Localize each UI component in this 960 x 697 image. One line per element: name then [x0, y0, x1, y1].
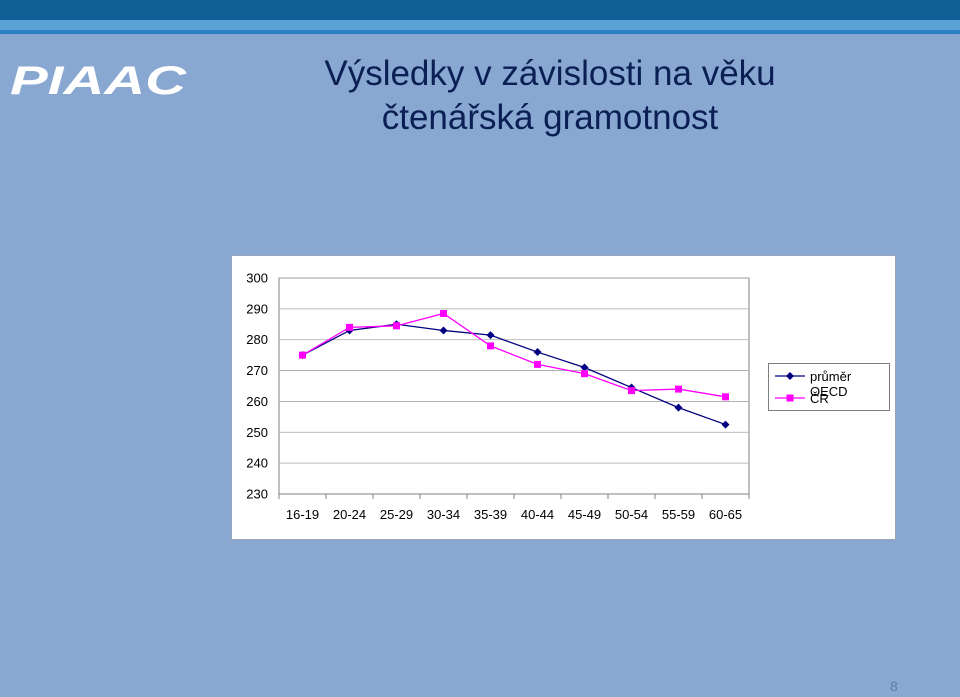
chart-legend: průměr OECD ČR	[768, 363, 890, 411]
point-s1-6	[581, 370, 588, 378]
point-s1-8	[675, 385, 682, 393]
slide-title: Výsledky v závislosti na věku čtenářská …	[250, 52, 850, 140]
point-s1-9	[722, 393, 729, 401]
series-line-1	[302, 312, 726, 398]
legend-label-cr: ČR	[810, 391, 829, 406]
x-tick-label-50-54: 50-54	[615, 507, 648, 522]
x-tick-label-55-59: 55-59	[662, 507, 695, 522]
x-tick-label-20-24: 20-24	[333, 507, 366, 522]
x-tick-label-45-49: 45-49	[568, 507, 601, 522]
title-line-2: čtenářská gramotnost	[381, 98, 719, 137]
logo-text: PIAAC	[10, 62, 188, 98]
legend-item-oecd: průměr OECD	[775, 367, 887, 399]
point-s1-5	[534, 360, 541, 368]
title-line-1: Výsledky v závislosti na věku	[324, 54, 776, 93]
top-banner	[0, 0, 960, 20]
point-s0-3	[439, 326, 448, 335]
x-tick-label-30-34: 30-34	[427, 507, 460, 522]
y-tick-label-280: 280	[246, 332, 268, 347]
legend-label-oecd: průměr OECD	[810, 369, 852, 399]
y-tick-label-290: 290	[246, 301, 268, 316]
page-number: 8	[890, 678, 898, 694]
point-s1-0	[299, 351, 306, 359]
line-chart: 230 240 250 260 270 280 290 300 16-19 20-24 25-29 3…	[246, 271, 750, 522]
y-tick-label-240: 240	[246, 456, 268, 471]
piaac-logo: PIAAC	[10, 62, 188, 98]
point-s1-1	[346, 323, 353, 331]
series-line-0	[302, 323, 726, 426]
top-stripe-dark	[0, 30, 960, 34]
x-tick-label-40-44: 40-44	[521, 507, 554, 522]
y-tick-label-260: 260	[246, 394, 268, 409]
x-tick-label-60-65: 60-65	[709, 507, 742, 522]
x-tick-label-25-29: 25-29	[380, 507, 413, 522]
plot-frame	[278, 277, 750, 495]
x-tick-label-35-39: 35-39	[474, 507, 507, 522]
legend-item-cr: ČR	[775, 389, 887, 407]
top-stripe	[0, 20, 960, 30]
point-s1-4	[487, 342, 494, 350]
point-s0-8	[674, 403, 683, 412]
y-tick-label-270: 270	[246, 363, 268, 378]
point-s0-6	[580, 363, 589, 372]
point-s0-4	[486, 331, 495, 340]
point-s0-9	[721, 420, 730, 429]
point-s0-5	[533, 348, 542, 357]
point-s1-7	[628, 387, 635, 395]
y-tick-label-230: 230	[246, 487, 268, 502]
legend-line-diamond-icon	[775, 372, 805, 380]
y-tick-label-300: 300	[246, 271, 268, 286]
point-s1-3	[440, 309, 447, 317]
point-s1-2	[393, 322, 400, 330]
legend-line-square-icon	[775, 394, 805, 402]
x-tick-label-16-19: 16-19	[286, 507, 319, 522]
y-tick-label-250: 250	[246, 425, 268, 440]
